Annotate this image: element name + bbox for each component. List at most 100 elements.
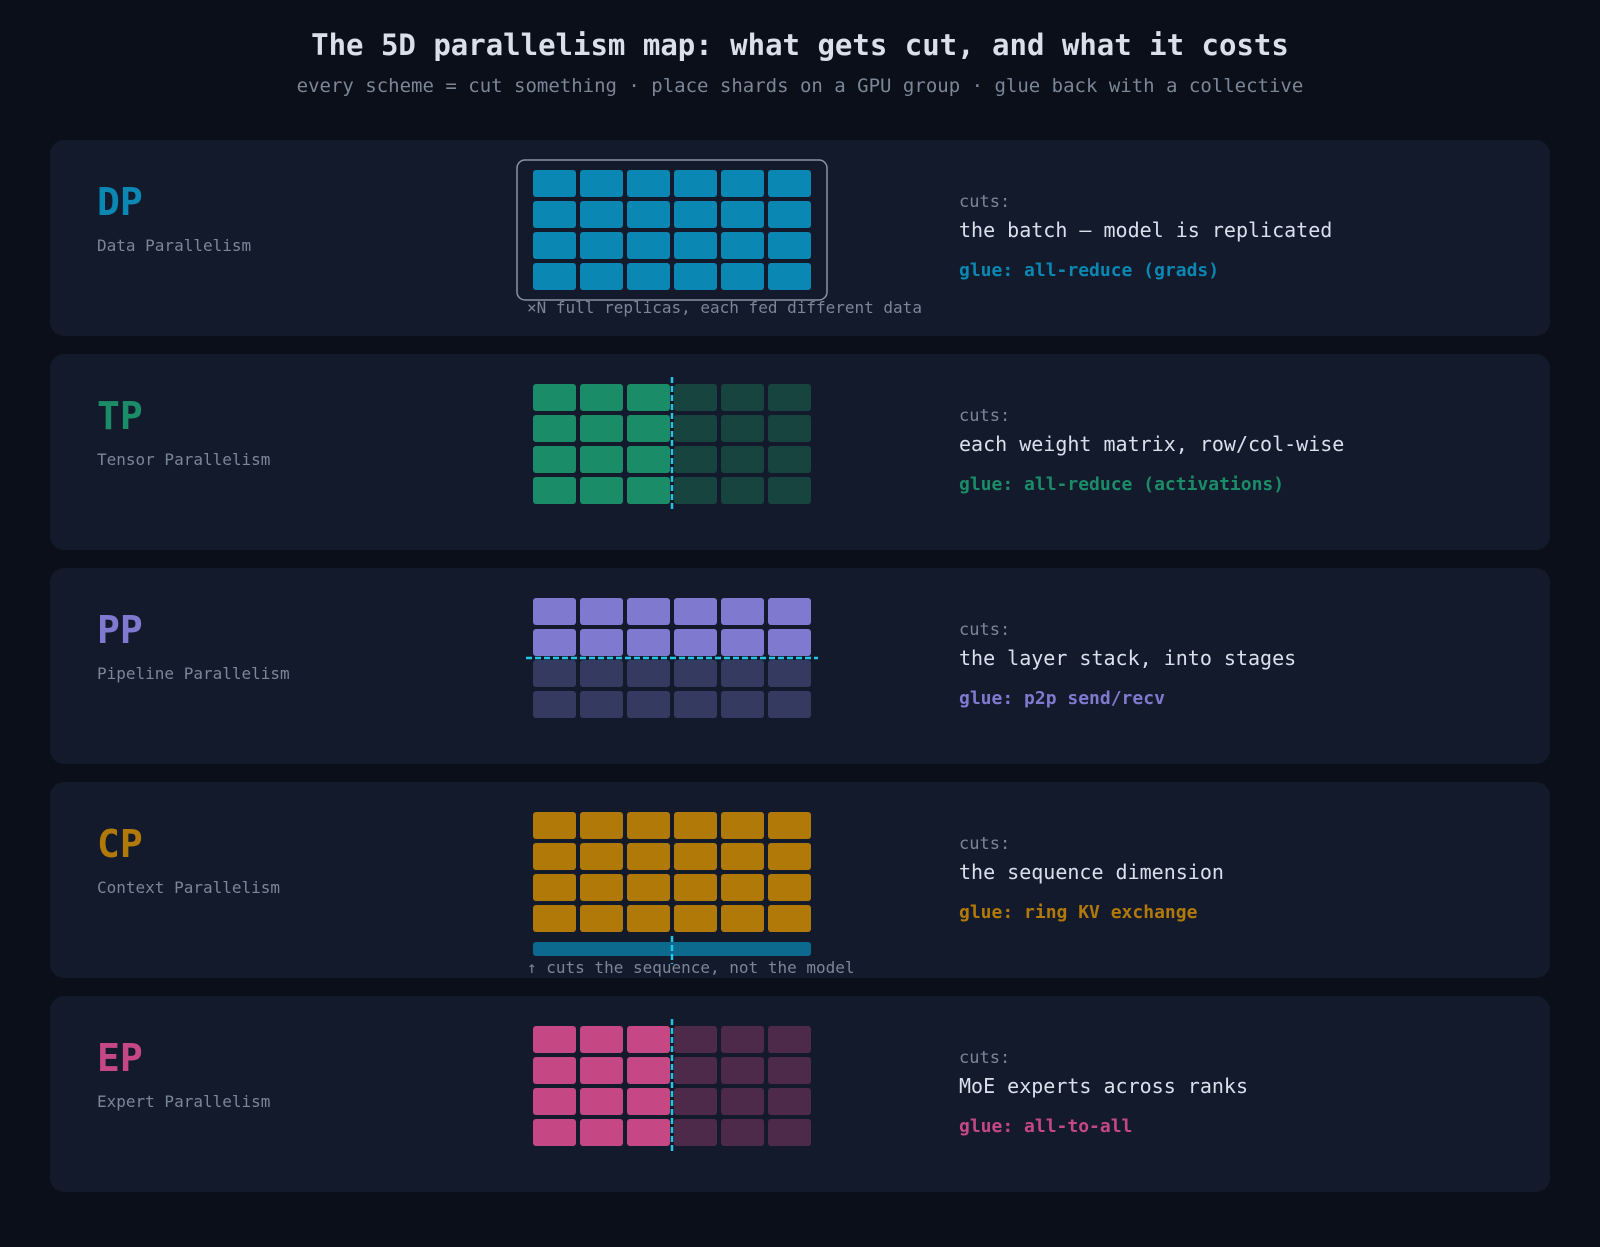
shard-cell: [674, 660, 717, 687]
panel-name: Expert Parallelism: [97, 1092, 271, 1111]
shard-cell: [627, 812, 670, 839]
panel-pp: PP Pipeline Parallelism cuts: the layer …: [50, 568, 1550, 764]
shard-cell: [768, 1026, 811, 1053]
panel-note: ×N full replicas, each fed different dat…: [527, 298, 922, 317]
shard-cell: [721, 170, 764, 197]
shard-cell: [768, 446, 811, 473]
shard-cell: [580, 905, 623, 932]
shard-cell: [768, 384, 811, 411]
shard-cell: [533, 812, 576, 839]
shard-cell: [533, 1057, 576, 1084]
panel-name: Data Parallelism: [97, 236, 252, 255]
shard-cell: [627, 477, 670, 504]
shard-cell: [768, 812, 811, 839]
shard-cell: [768, 905, 811, 932]
shard-cell: [533, 1026, 576, 1053]
shard-cell: [674, 1119, 717, 1146]
shard-cell: [674, 446, 717, 473]
shard-cell: [580, 660, 623, 687]
shard-cell: [533, 201, 576, 228]
shard-cell: [674, 598, 717, 625]
shard-cell: [533, 691, 576, 718]
shard-cell: [580, 1026, 623, 1053]
glue-text: glue: ring KV exchange: [959, 902, 1198, 923]
shard-grid: [526, 598, 818, 718]
cuts-label: cuts:: [959, 406, 1011, 426]
shard-cell: [721, 201, 764, 228]
shard-cell: [768, 598, 811, 625]
shard-cell: [721, 874, 764, 901]
shard-cell: [533, 477, 576, 504]
shard-cell: [721, 598, 764, 625]
shard-cell: [580, 384, 623, 411]
shard-cell: [721, 843, 764, 870]
shard-cell: [580, 629, 623, 656]
shard-cell: [533, 905, 576, 932]
panel-name: Tensor Parallelism: [97, 450, 271, 469]
shard-cell: [721, 1119, 764, 1146]
cuts-text: MoE experts across ranks: [959, 1074, 1248, 1098]
shard-cell: [721, 446, 764, 473]
shard-cell: [627, 691, 670, 718]
shard-cell: [627, 874, 670, 901]
shard-cell: [768, 660, 811, 687]
cuts-label: cuts:: [959, 834, 1011, 854]
shard-cell: [627, 415, 670, 442]
shard-cell: [674, 170, 717, 197]
panel-abbr: DP: [97, 180, 143, 224]
shard-cell: [721, 263, 764, 290]
shard-cell: [768, 201, 811, 228]
shard-cell: [721, 384, 764, 411]
shard-cell: [674, 1026, 717, 1053]
shard-cell: [768, 843, 811, 870]
cuts-text: the batch — model is replicated: [959, 218, 1333, 242]
shard-cell: [627, 598, 670, 625]
shard-cell: [580, 1119, 623, 1146]
shard-cell: [580, 843, 623, 870]
shard-cell: [580, 232, 623, 259]
shard-cell: [627, 1026, 670, 1053]
shard-cell: [533, 874, 576, 901]
shard-cell: [768, 1119, 811, 1146]
shard-cell: [721, 1088, 764, 1115]
shard-cell: [627, 170, 670, 197]
cuts-label: cuts:: [959, 1048, 1011, 1068]
shard-cell: [721, 1057, 764, 1084]
shard-cell: [533, 1119, 576, 1146]
shard-cell: [627, 1057, 670, 1084]
shard-cell: [627, 1088, 670, 1115]
panel-abbr: EP: [97, 1036, 143, 1080]
shard-cell: [580, 477, 623, 504]
shard-cell: [533, 598, 576, 625]
shard-cell: [533, 384, 576, 411]
shard-cell: [721, 415, 764, 442]
page-subtitle: every scheme = cut something · place sha…: [296, 75, 1304, 97]
shard-grid: [533, 812, 811, 964]
shard-cell: [533, 263, 576, 290]
shard-cell: [768, 1088, 811, 1115]
shard-cell: [768, 263, 811, 290]
shard-cell: [721, 477, 764, 504]
shard-cell: [768, 874, 811, 901]
shard-cell: [674, 1088, 717, 1115]
shard-cell: [627, 843, 670, 870]
shard-cell: [533, 629, 576, 656]
shard-cell: [768, 691, 811, 718]
shard-cell: [721, 905, 764, 932]
panel-cp: CP Context Parallelism ↑ cuts the sequen…: [50, 782, 1550, 978]
glue-text: glue: all-reduce (activations): [959, 474, 1285, 495]
shard-cell: [721, 1026, 764, 1053]
shard-cell: [768, 170, 811, 197]
shard-cell: [674, 874, 717, 901]
shard-cell: [627, 232, 670, 259]
shard-cell: [674, 232, 717, 259]
shard-cell: [580, 1088, 623, 1115]
panel-name: Context Parallelism: [97, 878, 281, 897]
shard-cell: [580, 263, 623, 290]
shard-cell: [674, 905, 717, 932]
shard-cell: [674, 201, 717, 228]
shard-grid: [516, 159, 828, 301]
page-title: The 5D parallelism map: what gets cut, a…: [311, 28, 1289, 62]
shard-cell: [580, 415, 623, 442]
shard-cell: [580, 691, 623, 718]
